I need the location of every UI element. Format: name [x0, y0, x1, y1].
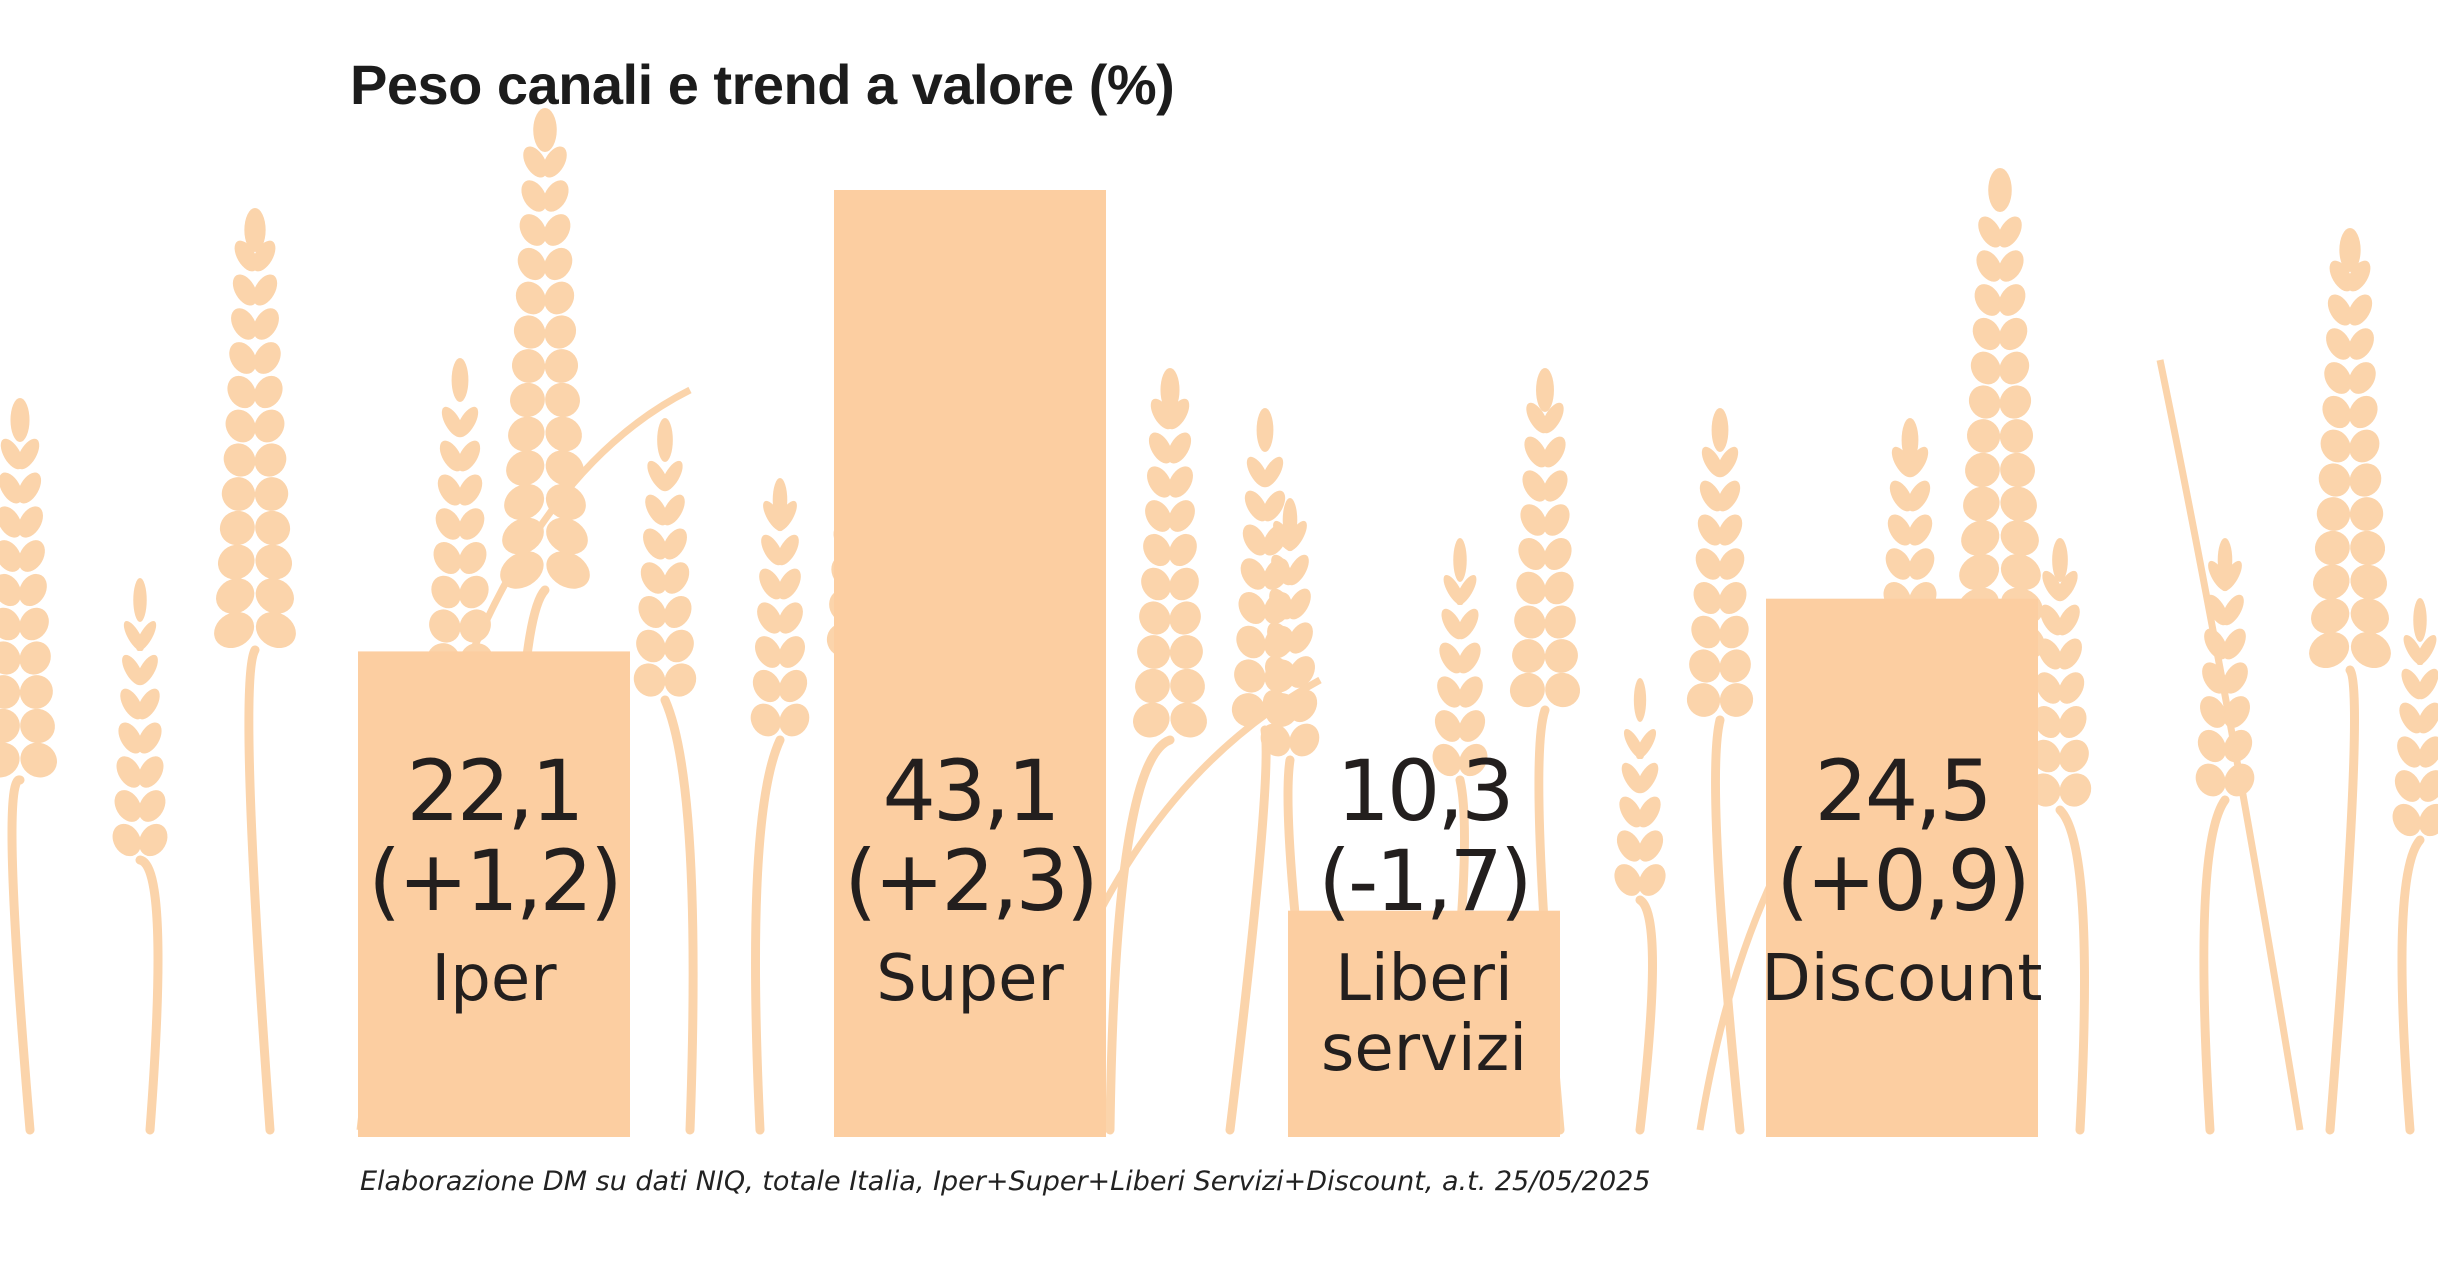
bar-trend-label: (-1,7) [1318, 832, 1529, 930]
bar-trend-label: (+2,3) [844, 832, 1096, 930]
category-label: Iper [431, 942, 557, 1016]
wheat-stalk [1260, 498, 1325, 1135]
wheat-stalk [1614, 678, 1666, 1135]
bar-value-label: 10,3 [1336, 742, 1511, 840]
bar-value-label: 43,1 [882, 742, 1057, 840]
wheat-stalk [633, 418, 698, 1135]
bar-value-label: 24,5 [1814, 742, 1989, 840]
wheat-stalk [0, 398, 57, 1135]
wheat-stalk [1509, 368, 1581, 1135]
wheat-stalk [1686, 408, 1754, 1135]
wheat-stalk [214, 208, 296, 1135]
wheat-stalk [1105, 368, 1207, 1135]
wheat-stalk [2392, 598, 2438, 1135]
bar-0 [358, 651, 630, 1137]
chart-title: Peso canali e trend a valore (%) [350, 53, 1175, 116]
bar-trend-label: (+1,2) [368, 832, 620, 930]
bar-2 [1288, 910, 1560, 1137]
bar-3 [1766, 598, 2038, 1137]
bar-trend-label: (+0,9) [1776, 832, 2028, 930]
category-label: Discount [1762, 942, 2043, 1016]
wheat-leaf [2156, 359, 2304, 1131]
source-note: Elaborazione DM su dati NIQ, totale Ital… [360, 1166, 1651, 1197]
bar-1 [834, 190, 1106, 1137]
category-label: Liberi [1335, 942, 1513, 1016]
wheat-stalk [2309, 228, 2391, 1135]
wheat-stalk [112, 578, 168, 1135]
category-label: servizi [1321, 1012, 1527, 1086]
wheat-stalk [750, 478, 810, 1135]
category-label: Super [876, 942, 1064, 1016]
bar-value-label: 22,1 [406, 742, 581, 840]
wheat-stalk [2028, 538, 2092, 1135]
